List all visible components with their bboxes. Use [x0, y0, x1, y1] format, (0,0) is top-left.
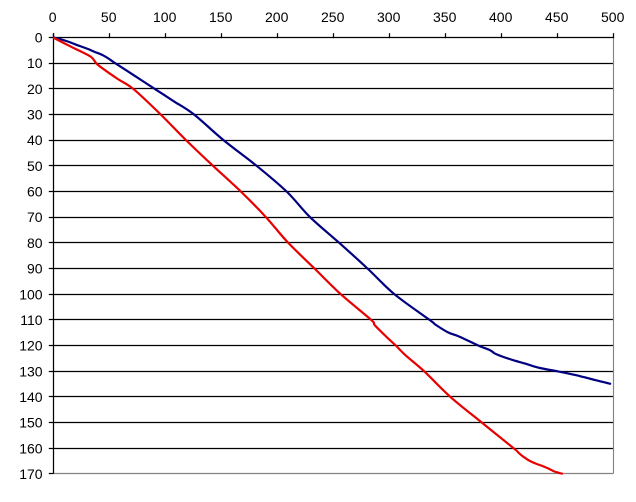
svg-text:100: 100 — [19, 286, 43, 302]
svg-text:300: 300 — [377, 9, 401, 25]
svg-text:140: 140 — [19, 389, 43, 405]
svg-text:500: 500 — [601, 9, 625, 25]
svg-text:20: 20 — [27, 81, 43, 97]
svg-text:160: 160 — [19, 440, 43, 456]
svg-text:110: 110 — [20, 312, 43, 328]
svg-text:150: 150 — [209, 9, 233, 25]
svg-text:40: 40 — [27, 132, 43, 148]
svg-text:60: 60 — [27, 184, 43, 200]
svg-text:400: 400 — [489, 9, 513, 25]
svg-text:70: 70 — [27, 209, 43, 225]
svg-text:10: 10 — [27, 55, 43, 71]
svg-text:0: 0 — [35, 30, 43, 46]
svg-text:80: 80 — [27, 235, 43, 251]
svg-text:250: 250 — [321, 9, 345, 25]
svg-text:50: 50 — [101, 9, 117, 25]
svg-text:130: 130 — [19, 363, 43, 379]
svg-text:350: 350 — [433, 9, 457, 25]
svg-text:170: 170 — [19, 466, 43, 482]
svg-text:150: 150 — [19, 415, 43, 431]
svg-text:50: 50 — [27, 158, 43, 174]
svg-text:120: 120 — [19, 338, 43, 354]
svg-text:0: 0 — [49, 9, 57, 25]
svg-text:90: 90 — [27, 261, 43, 277]
svg-text:100: 100 — [153, 9, 177, 25]
svg-text:30: 30 — [27, 107, 43, 123]
svg-text:200: 200 — [265, 9, 289, 25]
svg-text:450: 450 — [545, 9, 569, 25]
